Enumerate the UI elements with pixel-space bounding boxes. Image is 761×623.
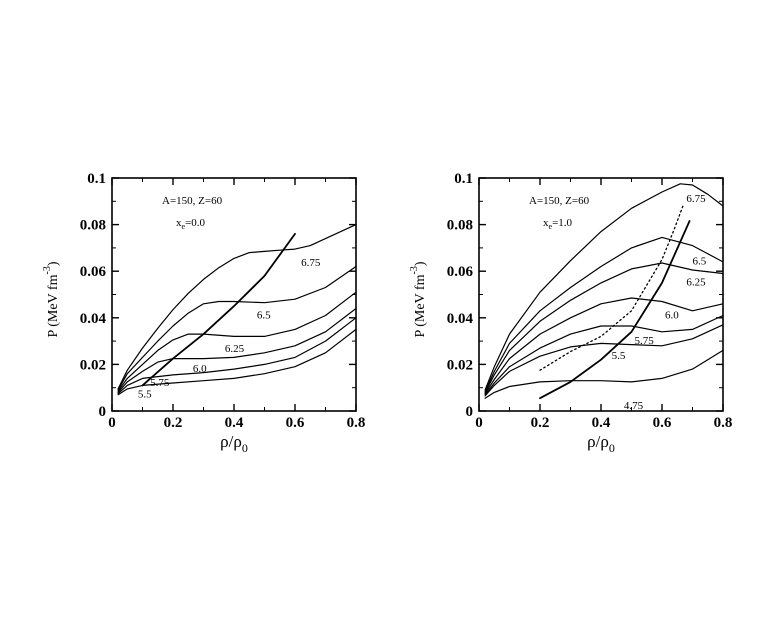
curve-label: 4.75 — [624, 400, 644, 412]
curve-label: 6.5 — [693, 256, 707, 268]
series-line-6.25 — [117, 291, 357, 392]
series-line-6.5 — [117, 265, 357, 391]
series-line-6.25 — [484, 262, 724, 393]
x-tick-label: 0.8 — [714, 415, 733, 431]
y-tick-label: 0.1 — [87, 171, 106, 187]
right-panel: 0 0.2 0.4 0.6 0.800.020.040.060.080.1ρ/ρ0P (… — [409, 171, 732, 455]
curve-label: 6.75 — [301, 257, 321, 269]
y-axis-title-main: P (MeV fm — [413, 274, 428, 337]
curve-label: 5.5 — [612, 350, 626, 362]
x-axis-title-main: ρ/ρ — [587, 432, 609, 451]
series-line-coexistence — [539, 204, 685, 371]
series-line-5.5 — [117, 328, 357, 396]
x-tick-label: 0.4 — [225, 415, 244, 431]
x-tick-label: 0.8 — [347, 415, 366, 431]
series-line-6.0 — [484, 297, 724, 395]
annotation-xe-value: =0.0 — [185, 217, 205, 229]
y-tick-label: 0 — [466, 404, 474, 420]
annotation-xe-var: x — [176, 217, 182, 229]
x-tick-label: 0.2 — [531, 415, 550, 431]
y-tick-label: 0.06 — [80, 264, 107, 280]
x-tick-label: 0.6 — [653, 415, 672, 431]
y-axis-title-sup: -3 — [42, 266, 53, 274]
x-tick-label: 0.4 — [592, 415, 611, 431]
series-line-spinodal — [141, 233, 296, 387]
y-tick-label: 0.08 — [447, 218, 473, 234]
x-axis-title-sub: 0 — [242, 441, 248, 455]
series-line-5.75 — [484, 314, 724, 396]
series-line-6.75 — [117, 224, 357, 390]
y-axis-title-close: ) — [413, 261, 428, 266]
y-tick-label: 0.02 — [80, 357, 106, 373]
annotation-xe-sub: e — [549, 222, 553, 231]
y-axis-title-close: ) — [46, 261, 61, 266]
curve-label: 6.25 — [686, 277, 706, 289]
x-axis-title-main: ρ/ρ — [220, 432, 242, 451]
x-tick-label: 0.6 — [286, 415, 305, 431]
plot-frame — [111, 177, 357, 412]
x-tick-label: 0 — [108, 415, 116, 431]
y-tick-label: 0 — [99, 404, 107, 420]
curve-label: 6.5 — [257, 309, 271, 321]
curve-label: 6.0 — [665, 309, 679, 321]
y-axis-title-main: P (MeV fm — [46, 274, 61, 337]
plot-frame — [478, 177, 724, 412]
y-tick-label: 0.1 — [454, 171, 473, 187]
curve-label: 6.75 — [686, 193, 706, 205]
x-tick-label: 0.2 — [164, 415, 183, 431]
curve-label: 5.75 — [150, 377, 170, 389]
curve-label: 5.75 — [635, 335, 655, 347]
y-tick-label: 0.04 — [447, 311, 474, 327]
x-tick-label: 0 — [475, 415, 483, 431]
curve-label: 6.25 — [225, 343, 245, 355]
annotation-xe: xe=1.0 — [543, 217, 573, 231]
series-line-4.75 — [484, 349, 724, 399]
x-axis-title: ρ/ρ0 — [587, 432, 615, 455]
annotation-xe-value: =1.0 — [552, 217, 572, 229]
annotation-xe-sub: e — [182, 222, 186, 231]
x-axis-title-sub: 0 — [609, 441, 615, 455]
annotation-xe-var: x — [543, 217, 549, 229]
series-line-6.0 — [117, 307, 357, 393]
y-tick-label: 0.04 — [80, 311, 107, 327]
series-line-6.75 — [484, 183, 724, 391]
y-axis-title-sup: -3 — [409, 266, 420, 274]
annotation-nucleus: A=150, Z=60 — [162, 195, 223, 207]
series-line-5.75 — [117, 317, 357, 395]
annotation-xe: xe=0.0 — [176, 217, 206, 231]
y-tick-label: 0.06 — [447, 264, 474, 280]
y-axis-title: P (MeV fm-3) — [42, 261, 61, 337]
y-axis-title: P (MeV fm-3) — [409, 261, 428, 337]
curve-label: 6.0 — [193, 363, 207, 375]
x-axis-title: ρ/ρ0 — [220, 432, 248, 455]
series-line-spinodal — [539, 220, 691, 400]
curve-label: 5.5 — [138, 389, 152, 401]
left-panel: 0 0.2 0.4 0.6 0.800.020.040.060.080.1ρ/ρ0P (… — [42, 171, 365, 455]
annotation-nucleus: A=150, Z=60 — [529, 195, 590, 207]
series-line-6.5 — [484, 236, 724, 392]
y-tick-label: 0.08 — [80, 218, 106, 234]
y-tick-label: 0.02 — [447, 357, 473, 373]
series-line-5.5 — [484, 324, 724, 397]
